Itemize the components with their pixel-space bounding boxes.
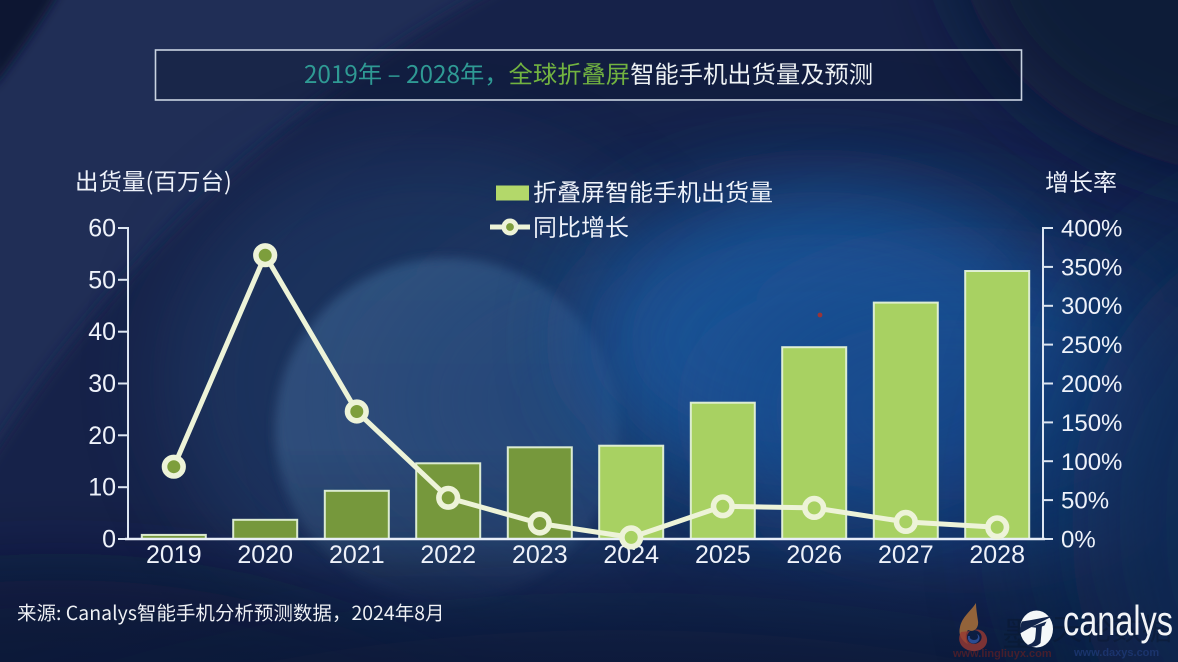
svg-text:2027: 2027 bbox=[878, 541, 934, 569]
svg-text:200%: 200% bbox=[1061, 371, 1122, 398]
svg-text:20: 20 bbox=[88, 422, 116, 450]
svg-text:150%: 150% bbox=[1061, 410, 1122, 437]
svg-text:2020: 2020 bbox=[237, 541, 293, 569]
svg-text:50: 50 bbox=[88, 266, 116, 294]
svg-text:2022: 2022 bbox=[420, 541, 476, 569]
svg-text:2026: 2026 bbox=[786, 541, 842, 569]
svg-text:350%: 350% bbox=[1061, 254, 1122, 281]
svg-text:40: 40 bbox=[88, 318, 116, 346]
svg-text:50%: 50% bbox=[1061, 488, 1109, 515]
svg-text:300%: 300% bbox=[1061, 293, 1122, 320]
svg-text:2023: 2023 bbox=[512, 541, 568, 569]
svg-text:2019: 2019 bbox=[146, 541, 202, 569]
svg-text:2028: 2028 bbox=[969, 541, 1025, 569]
svg-text:canalys: canalys bbox=[1063, 597, 1173, 644]
svg-text:10: 10 bbox=[88, 474, 116, 502]
svg-text:2021: 2021 bbox=[329, 541, 385, 569]
svg-text:0: 0 bbox=[102, 526, 116, 554]
svg-text:0%: 0% bbox=[1061, 527, 1096, 554]
svg-text:2025: 2025 bbox=[695, 541, 751, 569]
svg-text:100%: 100% bbox=[1061, 449, 1122, 476]
svg-text:www.lingliuyx.com: www.lingliuyx.com bbox=[952, 648, 1052, 660]
svg-text:60: 60 bbox=[88, 215, 116, 243]
svg-text:250%: 250% bbox=[1061, 332, 1122, 359]
svg-text:30: 30 bbox=[88, 370, 116, 398]
svg-text:400%: 400% bbox=[1061, 216, 1122, 243]
svg-text:www.daxys.com: www.daxys.com bbox=[1073, 647, 1159, 659]
